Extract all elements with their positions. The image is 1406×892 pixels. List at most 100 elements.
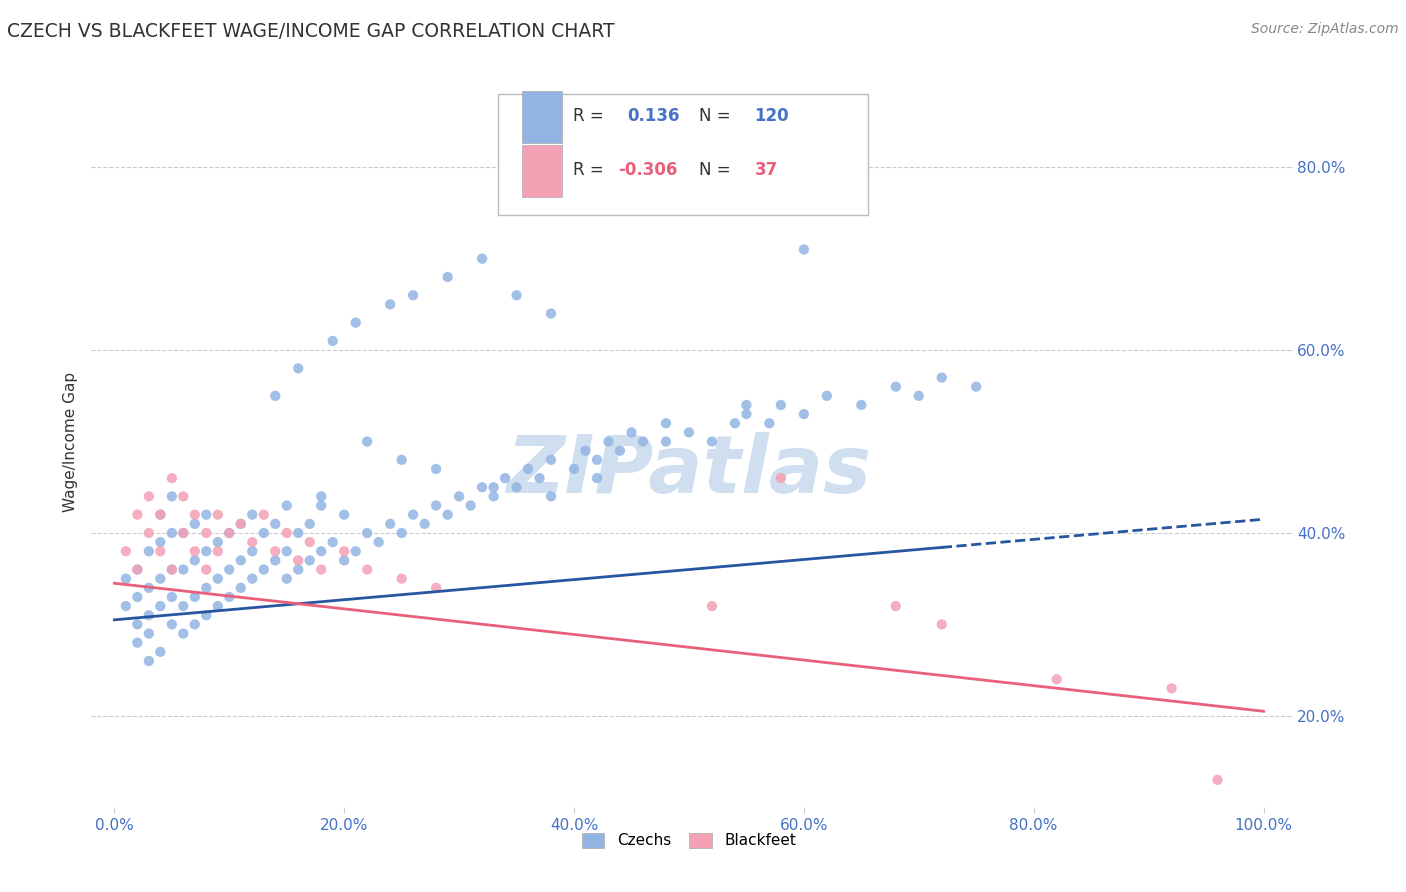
Point [264,389,287,403]
Point [562,462,585,476]
Point [115,544,138,558]
Point [149,599,172,614]
Point [309,499,332,513]
Point [195,581,218,595]
Point [574,443,596,458]
Point [229,516,252,531]
Point [184,508,207,522]
Point [322,535,344,549]
Point [172,489,194,503]
Point [149,508,172,522]
Point [160,489,183,503]
Point [391,572,413,586]
Point [138,654,160,668]
Point [138,526,160,541]
Point [264,516,287,531]
Point [160,563,183,577]
Point [735,407,758,421]
Point [184,553,207,567]
Text: -0.306: -0.306 [619,161,678,179]
Point [276,526,298,541]
Point [287,526,309,541]
Point [172,626,194,640]
Y-axis label: Wage/Income Gap: Wage/Income Gap [63,371,79,512]
Point [333,508,356,522]
Point [402,288,425,302]
Point [851,398,873,412]
Point [965,380,987,394]
Point [815,389,838,403]
Text: R =: R = [574,107,609,125]
Point [149,535,172,549]
Text: N =: N = [699,161,735,179]
FancyBboxPatch shape [498,95,868,215]
Point [229,553,252,567]
Point [218,590,240,604]
Point [195,563,218,577]
Point [391,453,413,467]
Legend: Czechs, Blackfeet: Czechs, Blackfeet [575,827,803,855]
Text: CZECH VS BLACKFEET WAGE/INCOME GAP CORRELATION CHART: CZECH VS BLACKFEET WAGE/INCOME GAP CORRE… [7,22,614,41]
Point [724,416,747,431]
Point [769,471,792,485]
Point [149,544,172,558]
Point [207,508,229,522]
Point [391,526,413,541]
Point [195,544,218,558]
Point [931,370,953,384]
Point [184,590,207,604]
Point [160,617,183,632]
Point [127,563,149,577]
Point [298,516,321,531]
Point [884,380,907,394]
Point [735,398,758,412]
Point [1160,681,1182,696]
Point [127,635,149,649]
Point [138,544,160,558]
Point [160,590,183,604]
Point [517,462,540,476]
Point [160,471,183,485]
Point [195,508,218,522]
Point [309,544,332,558]
Point [207,535,229,549]
Point [264,553,287,567]
Point [184,516,207,531]
Point [333,553,356,567]
Point [276,572,298,586]
Point [298,535,321,549]
Point [127,617,149,632]
Point [631,434,654,449]
Point [229,581,252,595]
Point [184,617,207,632]
Point [218,526,240,541]
Point [344,544,367,558]
Point [218,563,240,577]
Point [769,398,792,412]
Point [540,307,562,321]
Point [138,608,160,623]
Point [160,563,183,577]
Point [482,480,505,494]
Point [207,599,229,614]
Point [149,508,172,522]
Point [229,516,252,531]
Point [586,453,609,467]
Point [309,563,332,577]
Text: 0.136: 0.136 [627,107,679,125]
Point [413,516,436,531]
Point [425,462,447,476]
Point [172,563,194,577]
FancyBboxPatch shape [522,145,562,197]
Text: Source: ZipAtlas.com: Source: ZipAtlas.com [1251,22,1399,37]
Point [240,508,263,522]
Point [172,599,194,614]
Point [240,544,263,558]
Point [149,572,172,586]
Point [931,617,953,632]
Point [276,544,298,558]
Point [127,508,149,522]
Point [378,297,402,311]
Text: N =: N = [699,107,735,125]
Point [172,526,194,541]
